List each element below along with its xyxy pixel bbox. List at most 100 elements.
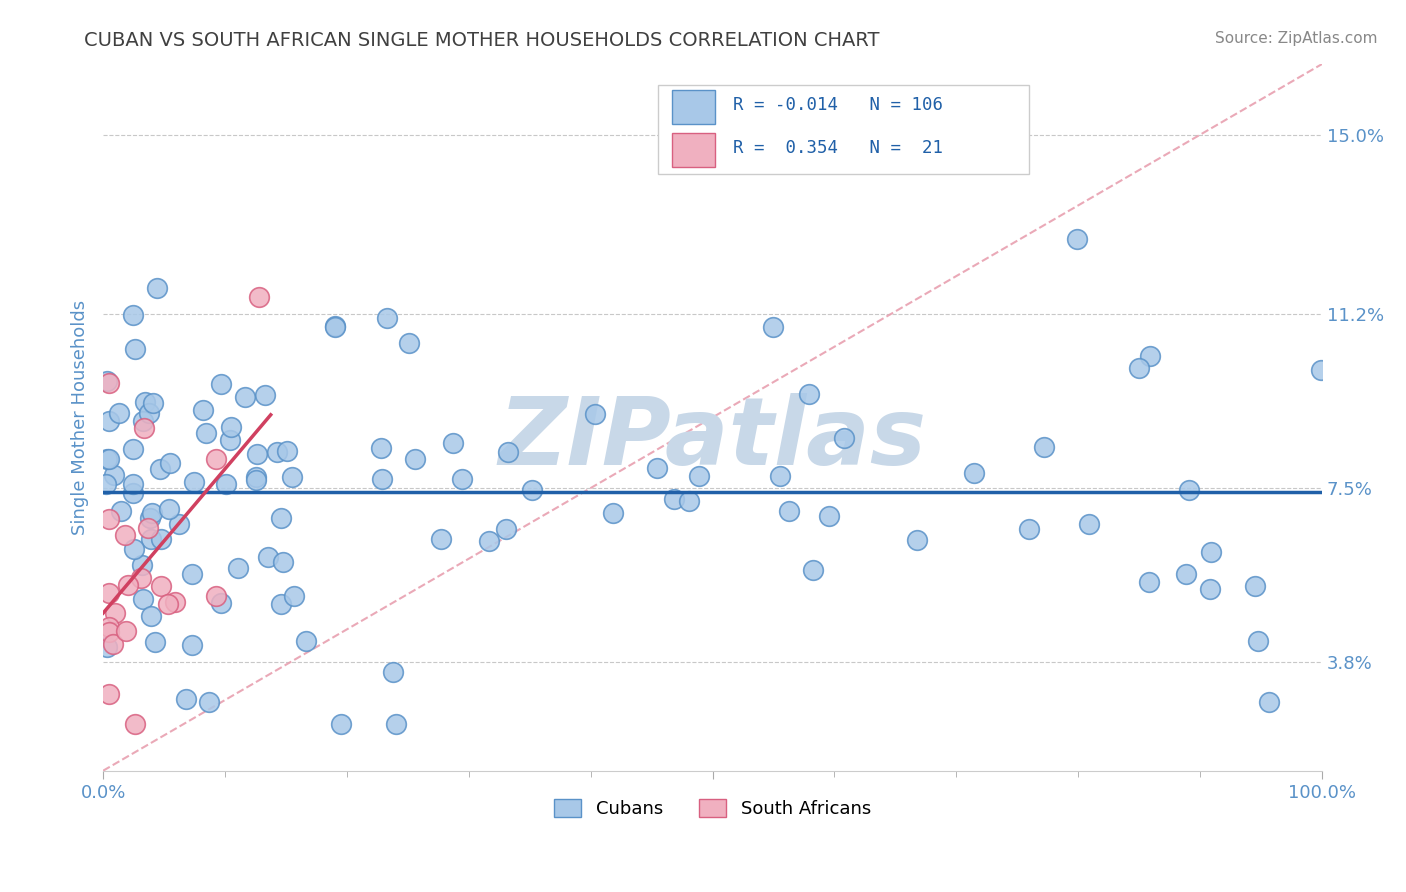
Point (117, 578, 139, 592)
Point (662, 491, 685, 506)
Point (180, 566, 202, 581)
Point (219, 419, 242, 434)
Point (122, 542, 145, 557)
Y-axis label: Single Mother Households: Single Mother Households (72, 300, 89, 535)
Point (205, 589, 228, 603)
Point (1310, 363, 1333, 377)
Point (478, 533, 501, 548)
Point (905, 533, 928, 547)
Text: R =  0.354   N =  21: R = 0.354 N = 21 (734, 138, 943, 156)
Point (98, 376, 121, 391)
Point (441, 436, 464, 450)
Point (769, 469, 792, 483)
Point (233, 390, 256, 404)
Point (145, 635, 167, 649)
Point (131, 558, 153, 572)
Point (103, 468, 125, 483)
Point (498, 445, 520, 459)
Point (132, 592, 155, 607)
Point (219, 433, 242, 447)
Point (157, 598, 180, 612)
Point (121, 477, 143, 491)
Point (136, 521, 159, 535)
Point (266, 445, 288, 459)
Point (226, 561, 249, 575)
Point (1175, 566, 1198, 581)
Point (197, 695, 219, 709)
Point (253, 387, 276, 401)
Point (149, 579, 172, 593)
Point (329, 716, 352, 731)
Point (1032, 441, 1054, 455)
Point (194, 425, 217, 440)
Point (271, 555, 294, 569)
Point (325, 318, 347, 333)
Point (98, 511, 121, 525)
Point (1018, 522, 1040, 536)
Text: R = -0.014   N = 106: R = -0.014 N = 106 (734, 96, 943, 114)
Point (1247, 634, 1270, 648)
Point (132, 414, 155, 428)
Point (98, 625, 121, 640)
Point (801, 563, 824, 577)
Point (283, 589, 305, 603)
Text: Source: ZipAtlas.com: Source: ZipAtlas.com (1215, 31, 1378, 46)
Point (146, 281, 169, 295)
Point (678, 494, 700, 508)
Point (645, 460, 668, 475)
Point (404, 451, 426, 466)
Point (115, 624, 138, 638)
Point (98, 687, 121, 701)
Point (209, 596, 232, 610)
Point (181, 638, 204, 652)
Point (1066, 232, 1088, 246)
Point (96, 452, 118, 467)
Text: ZIPatlas: ZIPatlas (499, 392, 927, 484)
Point (778, 504, 800, 518)
Point (276, 444, 298, 458)
Point (139, 533, 162, 547)
Point (183, 475, 205, 489)
Point (295, 634, 318, 648)
Point (761, 320, 783, 334)
Point (1139, 349, 1161, 363)
Point (124, 716, 146, 731)
FancyBboxPatch shape (658, 86, 1029, 174)
Point (131, 572, 153, 586)
Point (375, 310, 398, 325)
Point (149, 461, 172, 475)
Point (176, 692, 198, 706)
Point (139, 510, 162, 524)
Point (122, 442, 145, 456)
Point (122, 486, 145, 500)
Point (1128, 360, 1150, 375)
Point (142, 395, 165, 409)
Point (97, 414, 120, 428)
Point (522, 483, 544, 498)
Point (1137, 575, 1160, 590)
Point (96, 374, 118, 388)
Text: CUBAN VS SOUTH AFRICAN SINGLE MOTHER HOUSEHOLDS CORRELATION CHART: CUBAN VS SOUTH AFRICAN SINGLE MOTHER HOU… (84, 31, 880, 50)
Point (385, 716, 408, 731)
Point (817, 509, 839, 524)
Point (134, 395, 156, 409)
Point (602, 506, 624, 520)
Point (138, 406, 160, 420)
Point (1198, 582, 1220, 596)
Point (98, 585, 121, 599)
Point (114, 527, 136, 541)
Point (245, 473, 267, 487)
Point (583, 407, 606, 421)
Point (103, 606, 125, 620)
Point (963, 466, 986, 480)
Point (1078, 517, 1101, 532)
Point (209, 376, 232, 391)
FancyBboxPatch shape (672, 90, 716, 124)
Point (150, 532, 173, 546)
Point (101, 637, 124, 651)
Point (495, 522, 517, 536)
Point (169, 516, 191, 531)
Point (256, 549, 278, 564)
Point (94, 476, 117, 491)
Point (1257, 695, 1279, 709)
